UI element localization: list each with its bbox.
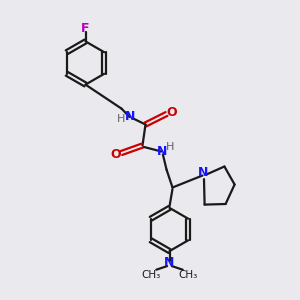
Text: N: N bbox=[164, 256, 175, 269]
Text: N: N bbox=[198, 166, 208, 179]
Text: O: O bbox=[167, 106, 177, 119]
Text: CH₃: CH₃ bbox=[178, 270, 198, 280]
Text: H: H bbox=[117, 113, 125, 124]
Text: O: O bbox=[111, 148, 122, 161]
Text: F: F bbox=[81, 22, 90, 35]
Text: H: H bbox=[166, 142, 175, 152]
Text: CH₃: CH₃ bbox=[141, 270, 160, 280]
Text: N: N bbox=[157, 145, 167, 158]
Text: N: N bbox=[124, 110, 135, 124]
